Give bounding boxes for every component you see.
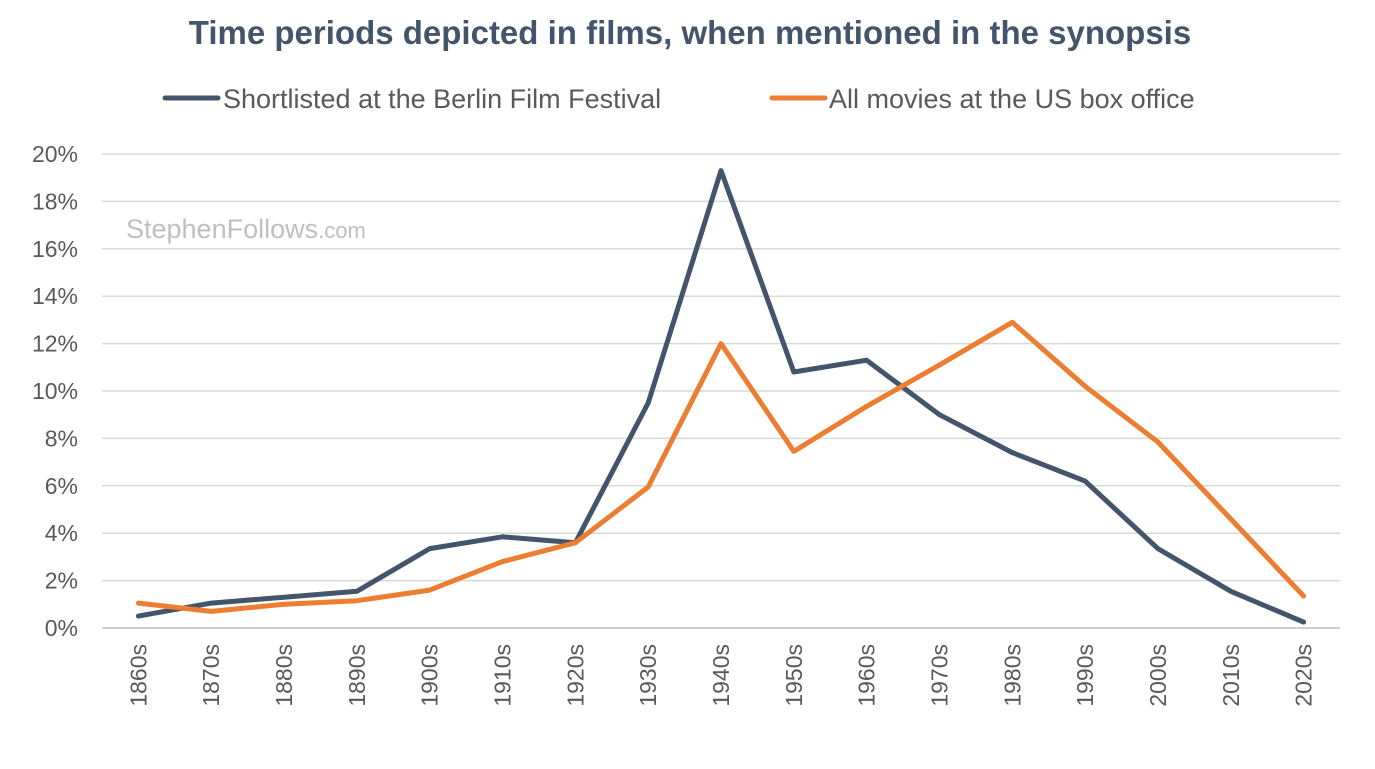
y-tick-label: 2% [45, 568, 78, 594]
x-tick-label: 2000s [1145, 644, 1171, 707]
x-tick-label: 2020s [1291, 644, 1317, 707]
y-tick-label: 10% [32, 378, 78, 404]
us-box-office-point-1910s [500, 559, 505, 564]
watermark-name: StephenFollows [126, 214, 318, 244]
chart-title: Time periods depicted in films, when men… [189, 14, 1191, 51]
x-tick-label: 1860s [125, 644, 151, 707]
us-box-office-point-1970s [937, 362, 942, 367]
x-tick-label: 2010s [1218, 644, 1244, 707]
berlin-point-1980s [1010, 450, 1015, 455]
x-tick-label: 1950s [781, 644, 807, 707]
berlin-point-1970s [937, 412, 942, 417]
berlin-point-1910s [500, 534, 505, 539]
us-box-office-point-1920s [573, 540, 578, 545]
x-tick-label: 1870s [198, 644, 224, 707]
berlin-point-2010s [1228, 589, 1233, 594]
us-box-office-point-1980s [1010, 320, 1015, 325]
us-box-office-point-1930s [646, 485, 651, 490]
berlin-point-1900s [427, 546, 432, 551]
y-tick-label: 20% [32, 141, 78, 167]
y-tick-label: 14% [32, 283, 78, 309]
us-box-office-point-2010s [1228, 517, 1233, 522]
y-tick-label: 4% [45, 520, 78, 546]
x-tick-label: 1890s [344, 644, 370, 707]
gridlines [102, 153, 1340, 629]
x-tick-label: 1960s [854, 644, 880, 707]
us-box-office-point-1960s [864, 404, 869, 409]
y-tick-label: 16% [32, 236, 78, 262]
berlin-point-1960s [864, 358, 869, 363]
legend-label-berlin: Shortlisted at the Berlin Film Festival [223, 84, 661, 114]
us-box-office-point-1860s [136, 601, 141, 606]
berlin-point-1990s [1083, 479, 1088, 484]
y-tick-label: 0% [45, 615, 78, 641]
x-tick-label: 1900s [417, 644, 443, 707]
us-box-office-point-2020s [1301, 594, 1306, 599]
x-tick-label: 1980s [999, 644, 1025, 707]
x-tick-label: 1910s [490, 644, 516, 707]
berlin-point-1930s [646, 400, 651, 405]
data-series [135, 168, 1307, 625]
x-tick-label: 1930s [635, 644, 661, 707]
us-box-office-point-1950s [791, 449, 796, 454]
y-tick-label: 12% [32, 331, 78, 357]
series-line-us-box-office [135, 319, 1307, 614]
x-tick-label: 1970s [926, 644, 952, 707]
berlin-point-2020s [1301, 620, 1306, 625]
watermark-suffix: .com [318, 218, 366, 243]
x-tick-label: 1990s [1072, 644, 1098, 707]
watermark: StephenFollows.com [126, 214, 366, 244]
berlin-point-1940s [719, 168, 724, 173]
x-tick-label: 1940s [708, 644, 734, 707]
berlin-point-1880s [282, 595, 287, 600]
us-box-office-point-1880s [282, 602, 287, 607]
berlin-point-1860s [136, 614, 141, 619]
y-tick-label: 18% [32, 188, 78, 214]
us-box-office-point-1890s [354, 598, 359, 603]
us-box-office-point-1940s [719, 341, 724, 346]
us-box-office-point-2000s [1155, 440, 1160, 445]
y-tick-label: 6% [45, 473, 78, 499]
y-axis: 0% 2% 4% 6% 8% 10% 12% 14% 16% 18% 20% [32, 141, 78, 641]
series-line-berlin [135, 168, 1307, 625]
us-box-office-point-1990s [1083, 384, 1088, 389]
berlin-point-1890s [354, 589, 359, 594]
berlin-point-2000s [1155, 546, 1160, 551]
us-box-office-point-1900s [427, 588, 432, 593]
legend: Shortlisted at the Berlin Film Festival … [162, 84, 1195, 114]
us-box-office-point-1870s [209, 609, 214, 614]
x-axis: 1860s 1870s 1880s 1890s 1900s 1910s 1920s 1930s… [125, 644, 1316, 707]
berlin-point-1870s [209, 601, 214, 606]
y-tick-label: 8% [45, 425, 78, 451]
x-tick-label: 1880s [271, 644, 297, 707]
berlin-point-1950s [791, 370, 796, 375]
legend-label-us-box-office: All movies at the US box office [829, 84, 1195, 114]
x-tick-label: 1920s [562, 644, 588, 707]
